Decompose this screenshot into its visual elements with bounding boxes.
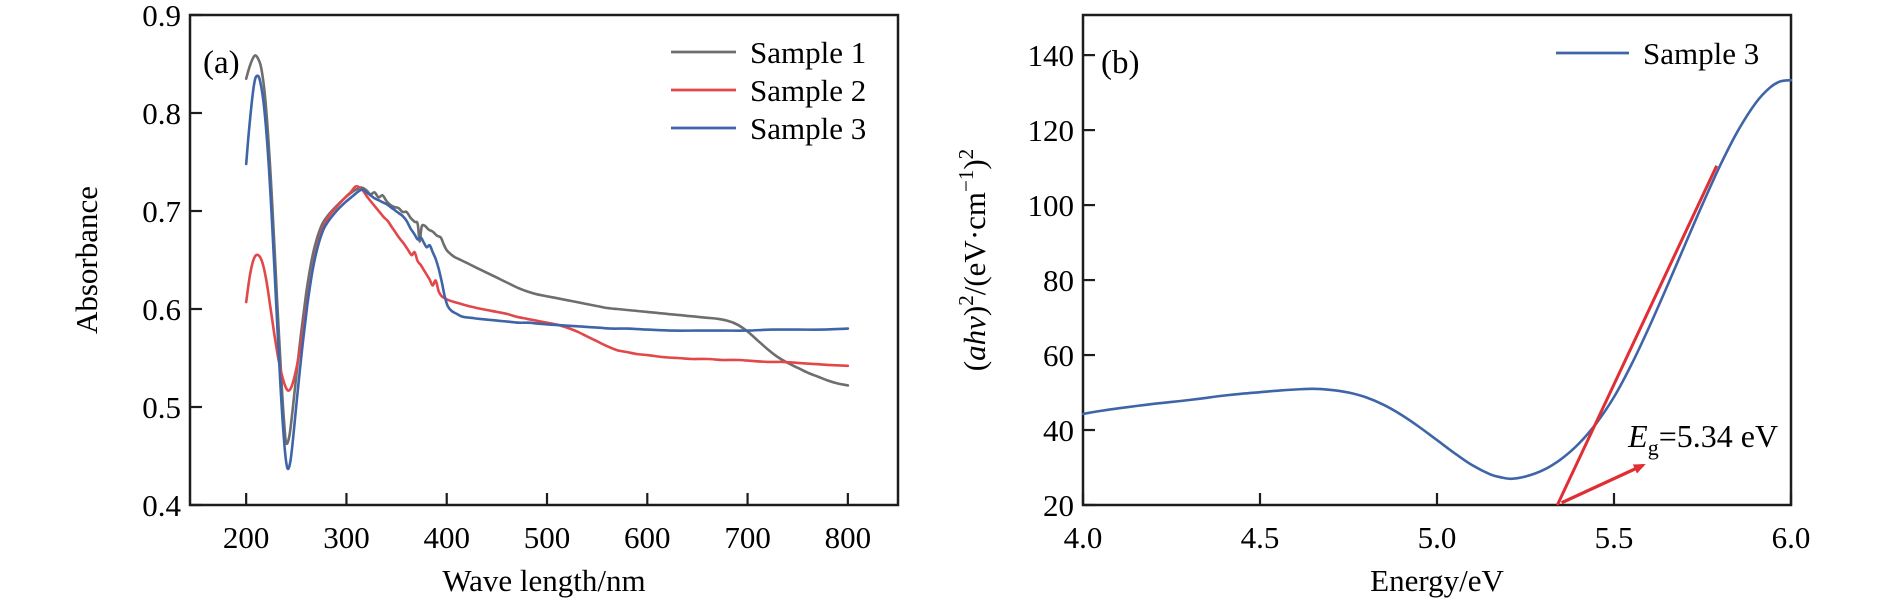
text-part: =5.34 eV bbox=[1659, 418, 1778, 454]
y-tick-label: 20 bbox=[1043, 488, 1074, 523]
x-tick-label: 700 bbox=[724, 520, 771, 555]
y-tick-label: 0.4 bbox=[142, 488, 181, 523]
series-line-sample-2 bbox=[244, 184, 850, 392]
y-tick-label: 0.9 bbox=[142, 0, 181, 33]
y-tick-label: 120 bbox=[1028, 113, 1075, 148]
y-tick-label: 60 bbox=[1043, 338, 1074, 373]
text-part: E bbox=[1627, 418, 1648, 454]
panel-label: (b) bbox=[1101, 45, 1139, 81]
series-line-sample-3 bbox=[1081, 78, 1793, 481]
x-axis-title: Wave length/nm bbox=[442, 563, 645, 598]
legend-label: Sample 1 bbox=[750, 35, 866, 70]
y-tick-label: 0.6 bbox=[142, 292, 181, 327]
text-part: ) bbox=[957, 159, 992, 169]
legend-entry: Sample 1 bbox=[671, 35, 866, 70]
x-tick-label: 800 bbox=[825, 520, 872, 555]
x-tick-label: 4.5 bbox=[1241, 520, 1280, 555]
panel-label: (a) bbox=[203, 45, 240, 81]
y-tick-label: 0.7 bbox=[142, 194, 181, 229]
x-tick-label: 600 bbox=[624, 520, 671, 555]
series-line-sample-3 bbox=[244, 74, 850, 471]
x-tick-label: 5.5 bbox=[1595, 520, 1634, 555]
x-tick-label: 5.0 bbox=[1418, 520, 1457, 555]
text-part: 2 bbox=[954, 295, 978, 306]
legend-entry: Sample 3 bbox=[1556, 36, 1759, 71]
annotation-arrow bbox=[1560, 463, 1646, 505]
bandgap-annotation: Eg=5.34 eV bbox=[1627, 418, 1778, 460]
y-tick-label: 140 bbox=[1028, 38, 1075, 73]
y-tick-label: 80 bbox=[1043, 263, 1074, 298]
y-axis-title: Absorbance bbox=[69, 186, 104, 334]
y-axis-title: (ahv)2/(eV·cm−1)2 bbox=[954, 149, 992, 371]
x-axis-title: Energy/eV bbox=[1370, 563, 1504, 598]
x-tick-label: 6.0 bbox=[1772, 520, 1811, 555]
text-part: ) bbox=[957, 306, 992, 316]
text-part: ( bbox=[957, 361, 992, 371]
x-tick-label: 400 bbox=[423, 520, 470, 555]
series-line-sample-1 bbox=[244, 54, 850, 446]
y-tick-label: 0.8 bbox=[142, 96, 181, 131]
legend-entry: Sample 3 bbox=[671, 111, 866, 146]
panel-b: 4.0 4.5 5.0 5.5 6.0 20 40 60 80 100 120 140 Energy/e… bbox=[954, 13, 1811, 598]
y-tick-label: 40 bbox=[1043, 413, 1074, 448]
x-tick-label: 500 bbox=[524, 520, 571, 555]
text-part: g bbox=[1648, 435, 1659, 460]
text-part: 2 bbox=[954, 149, 978, 160]
panel-a: 200 300 400 500 600 700 800 0.4 0.5 0.6 0.7 0.8 0.9 W… bbox=[69, 0, 900, 598]
x-tick-label: 200 bbox=[223, 520, 270, 555]
text-part: −1 bbox=[954, 170, 978, 192]
legend-label: Sample 2 bbox=[750, 73, 866, 108]
x-tick-label: 4.0 bbox=[1064, 520, 1103, 555]
text-part: ahv bbox=[957, 316, 992, 361]
y-tick-label: 0.5 bbox=[142, 390, 181, 425]
legend-label: Sample 3 bbox=[1643, 36, 1759, 71]
legend-entry: Sample 2 bbox=[671, 73, 866, 108]
text-part: /(eV·cm bbox=[957, 192, 992, 295]
y-tick-label: 100 bbox=[1028, 188, 1075, 223]
x-tick-label: 300 bbox=[323, 520, 370, 555]
legend-label: Sample 3 bbox=[750, 111, 866, 146]
plot-frame bbox=[188, 13, 900, 507]
bandgap-fit-line bbox=[1556, 165, 1719, 506]
